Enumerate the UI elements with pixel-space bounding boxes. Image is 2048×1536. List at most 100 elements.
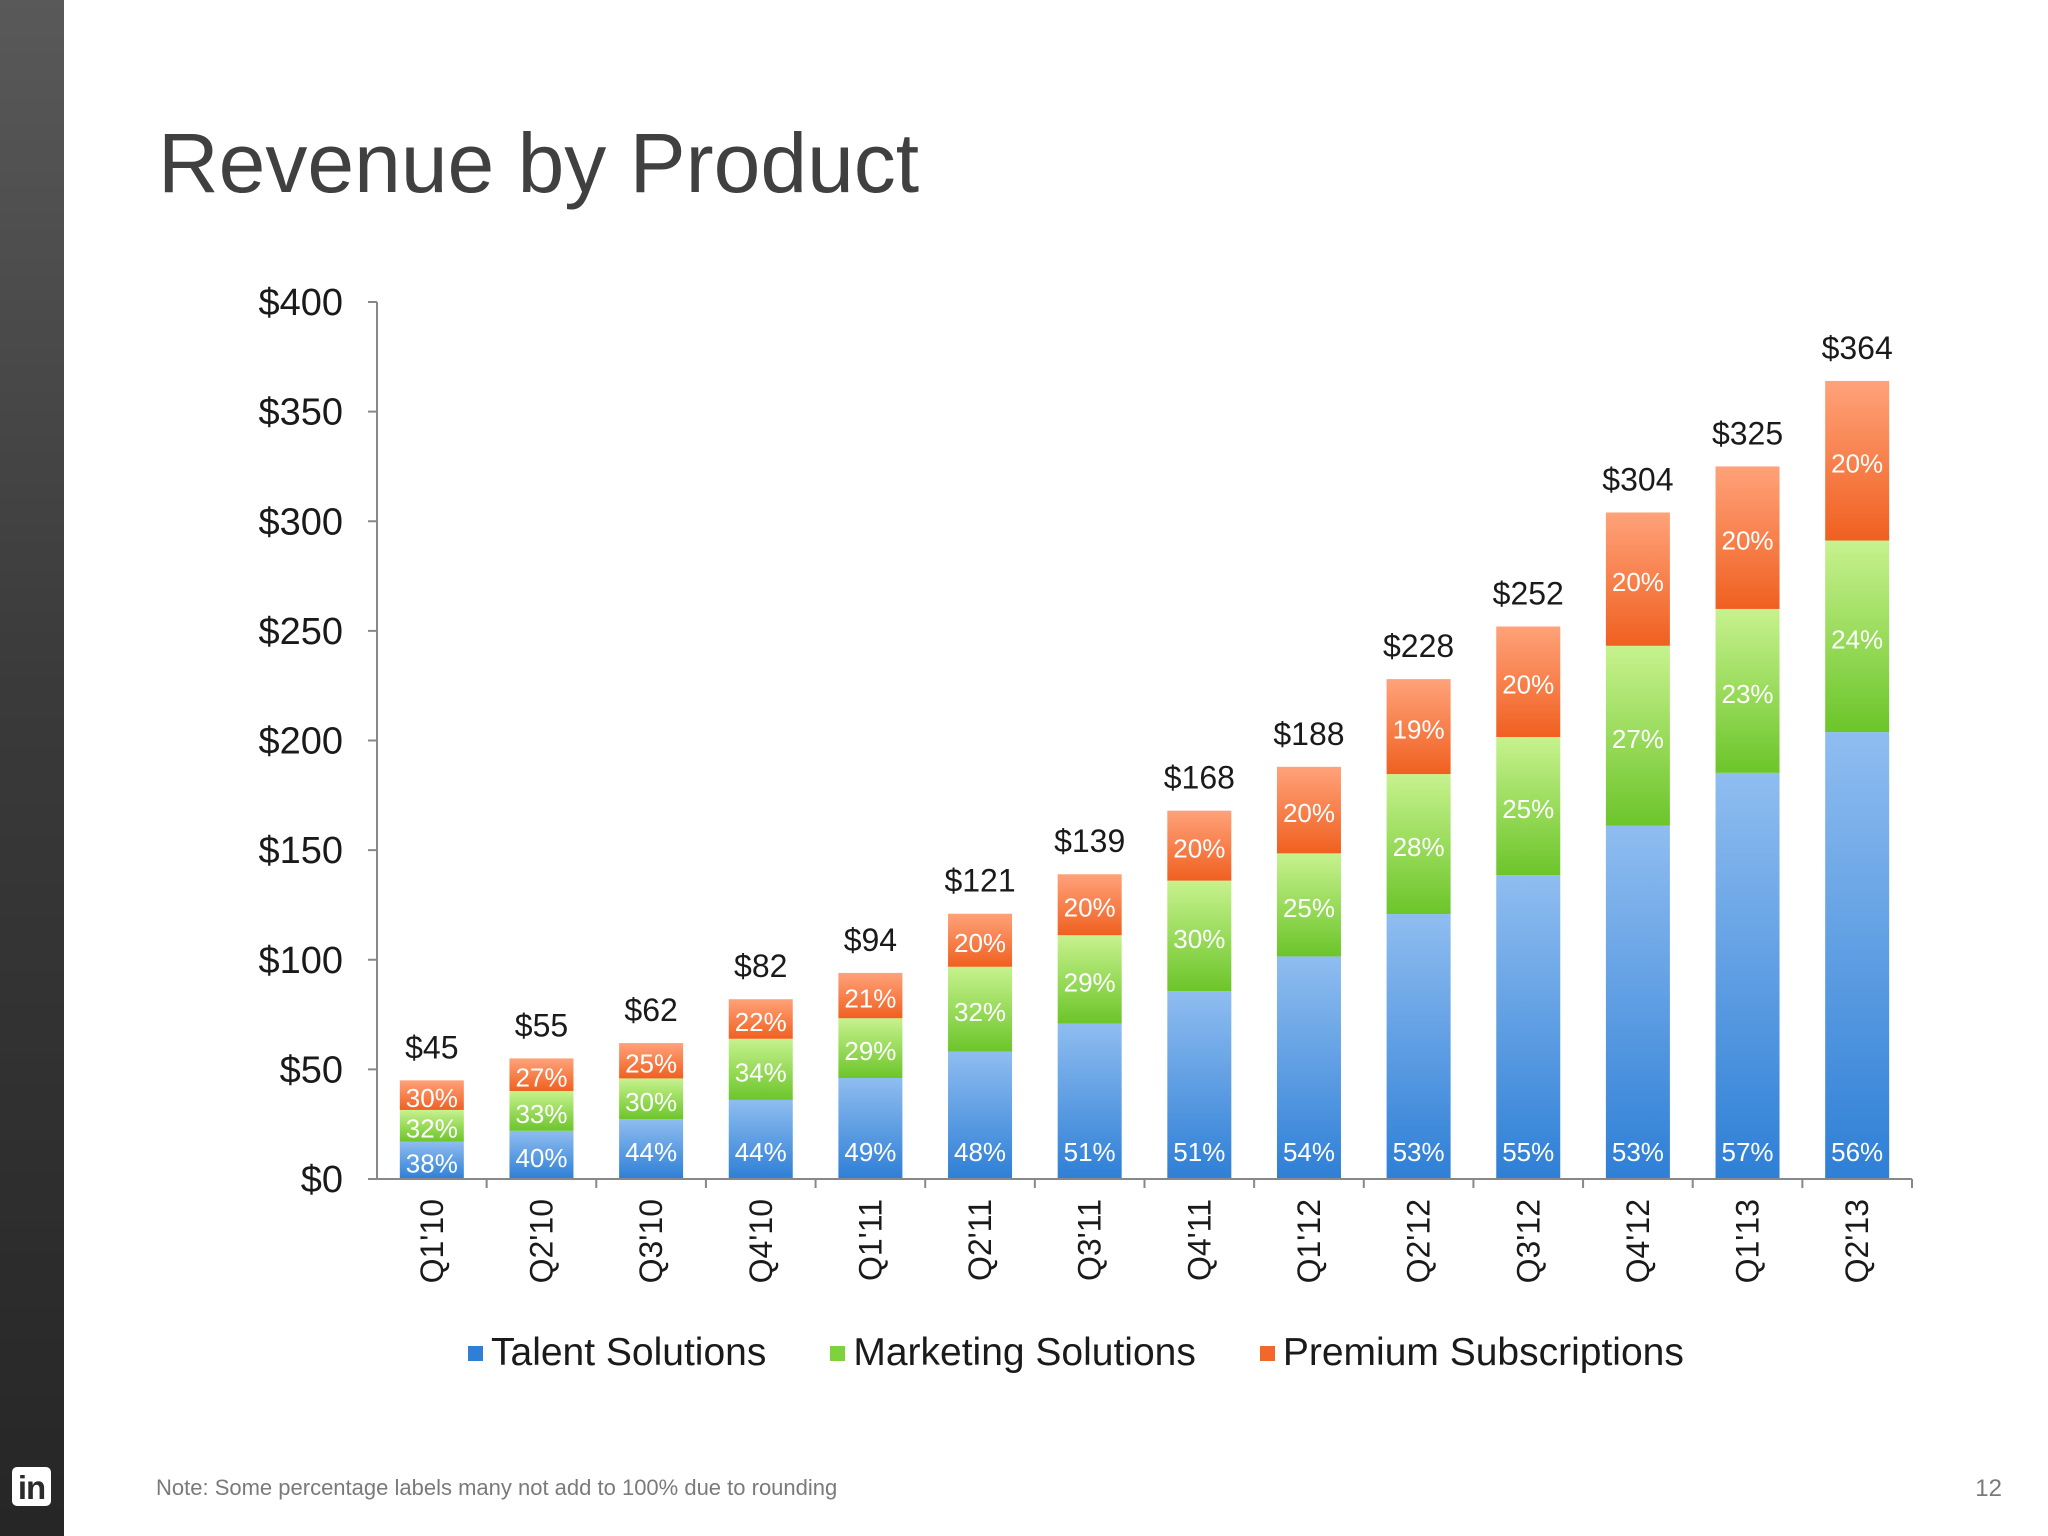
bar-segment-talent-solutions-q3-10 (619, 1119, 684, 1179)
footnote: Note: Some percentage labels many not ad… (156, 1475, 838, 1500)
legend-item-marketing-solutions: Marketing Solutions (830, 1331, 1196, 1375)
bar-segment-premium-subscriptions-q2-13 (1825, 380, 1890, 541)
percent-label-marketing-solutions-q4-10: 34% (735, 1057, 787, 1087)
percent-label-marketing-solutions-q3-11: 29% (1064, 967, 1116, 997)
total-label-q4-11: $168 (1164, 760, 1235, 796)
percent-label-premium-subscriptions-q2-10: 27% (515, 1063, 567, 1093)
bar-segment-premium-subscriptions-q4-10 (728, 999, 793, 1039)
total-label-q2-12: $228 (1383, 628, 1454, 664)
bar-segment-marketing-solutions-q4-12 (1605, 645, 1670, 826)
bar-segment-talent-solutions-q4-10 (728, 1099, 793, 1179)
x-tick-label-q1-13: Q1'13 (1730, 1199, 1766, 1283)
bar-segment-premium-subscriptions-q1-10 (399, 1080, 464, 1110)
x-tick-label-q3-10: Q3'10 (633, 1199, 669, 1283)
bar-segment-premium-subscriptions-q3-12 (1496, 626, 1561, 737)
percent-label-premium-subscriptions-q3-12: 20% (1502, 670, 1554, 700)
bar-segment-marketing-solutions-q3-12 (1496, 736, 1561, 876)
slide-title: Revenue by Product (158, 116, 920, 210)
percent-label-premium-subscriptions-q1-10: 30% (406, 1083, 458, 1113)
x-tick-label-q3-11: Q3'11 (1072, 1199, 1108, 1281)
percent-label-talent-solutions-q1-12: 54% (1283, 1137, 1335, 1167)
page-number: 12 (1975, 1475, 2002, 1502)
bar-segment-premium-subscriptions-q4-12 (1605, 512, 1670, 646)
legend-swatch-marketing (830, 1345, 846, 1361)
bar-segment-marketing-solutions-q1-12 (1276, 853, 1341, 957)
bar-segment-marketing-solutions-q2-10 (509, 1090, 574, 1131)
total-label-q1-13: $325 (1712, 415, 1783, 451)
bar-segment-premium-subscriptions-q1-13 (1715, 466, 1780, 609)
legend-label-talent: Talent Solutions (491, 1331, 767, 1374)
bar-segment-premium-subscriptions-q2-10 (509, 1058, 574, 1091)
bar-segment-talent-solutions-q4-11 (1167, 991, 1232, 1179)
percent-label-premium-subscriptions-q2-12: 19% (1393, 715, 1445, 745)
legend-item-talent-solutions: Talent Solutions (468, 1331, 766, 1375)
total-label-q2-10: $55 (515, 1007, 568, 1043)
legend-item-premium-subscriptions: Premium Subscriptions (1259, 1331, 1684, 1375)
percent-label-talent-solutions-q1-11: 49% (844, 1137, 896, 1167)
percent-label-talent-solutions-q2-12: 53% (1393, 1137, 1445, 1167)
percent-label-premium-subscriptions-q2-11: 20% (954, 928, 1006, 958)
bar-segment-talent-solutions-q2-12 (1386, 914, 1451, 1179)
bar-segment-marketing-solutions-q2-12 (1386, 774, 1451, 915)
percent-label-premium-subscriptions-q4-11: 20% (1173, 834, 1225, 864)
total-label-q3-10: $62 (624, 992, 677, 1028)
bar-segment-premium-subscriptions-q4-11 (1167, 810, 1232, 881)
chart-legend: Talent Solutions Marketing Solutions Pre… (468, 1325, 1684, 1381)
bar-segment-premium-subscriptions-q2-11 (948, 913, 1013, 967)
percent-label-marketing-solutions-q4-11: 30% (1173, 924, 1225, 954)
y-tick-label-350: $350 (258, 392, 343, 434)
bar-segment-premium-subscriptions-q3-10 (619, 1043, 684, 1079)
linkedin-logo-icon: in (12, 1467, 51, 1506)
y-tick-label-50: $50 (280, 1049, 343, 1091)
y-tick-label-400: $400 (258, 282, 343, 324)
x-tick-label-q3-12: Q3'12 (1510, 1199, 1546, 1283)
bar-segment-talent-solutions-q1-11 (838, 1078, 903, 1179)
bar-segment-premium-subscriptions-q3-11 (1057, 874, 1122, 936)
percent-label-premium-subscriptions-q4-12: 20% (1612, 567, 1664, 597)
sidebar-strip (0, 0, 64, 1536)
percent-label-marketing-solutions-q3-12: 25% (1502, 794, 1554, 824)
y-tick-label-300: $300 (258, 501, 343, 543)
total-label-q2-11: $121 (944, 863, 1015, 899)
bar-segment-marketing-solutions-q4-11 (1167, 880, 1232, 992)
bar-segment-marketing-solutions-q1-13 (1715, 608, 1780, 773)
percent-label-talent-solutions-q1-13: 57% (1722, 1137, 1774, 1167)
legend-swatch-premium (1259, 1345, 1275, 1361)
total-label-q4-10: $82 (734, 948, 787, 984)
legend-swatch-talent (468, 1345, 483, 1361)
percent-label-talent-solutions-q2-13: 56% (1831, 1137, 1883, 1167)
x-tick-label-q1-11: Q1'11 (852, 1199, 888, 1281)
total-label-q1-11: $94 (844, 922, 897, 958)
bar-segment-marketing-solutions-q2-11 (948, 966, 1013, 1052)
bar-segment-marketing-solutions-q1-10 (399, 1109, 464, 1142)
x-tick-label-q2-11: Q2'11 (962, 1199, 998, 1281)
total-label-q1-12: $188 (1273, 716, 1344, 752)
bar-segment-talent-solutions-q1-13 (1715, 772, 1780, 1179)
percent-label-talent-solutions-q4-11: 51% (1173, 1137, 1225, 1167)
percent-label-marketing-solutions-q2-11: 32% (954, 997, 1006, 1027)
y-tick-label-200: $200 (258, 721, 343, 763)
total-label-q3-11: $139 (1054, 823, 1125, 859)
bar-segment-marketing-solutions-q1-11 (838, 1018, 903, 1079)
percent-label-talent-solutions-q1-10: 38% (406, 1148, 458, 1178)
bar-segment-talent-solutions-q4-12 (1605, 825, 1670, 1179)
percent-label-marketing-solutions-q2-13: 24% (1831, 624, 1883, 654)
bar-segment-talent-solutions-q3-11 (1057, 1023, 1122, 1179)
percent-label-premium-subscriptions-q1-13: 20% (1722, 526, 1774, 556)
bar-segment-talent-solutions-q3-12 (1496, 875, 1561, 1179)
percent-label-premium-subscriptions-q2-13: 20% (1831, 449, 1883, 479)
percent-label-talent-solutions-q2-10: 40% (515, 1143, 567, 1173)
percent-label-marketing-solutions-q1-13: 23% (1722, 679, 1774, 709)
y-tick-label-100: $100 (258, 940, 343, 982)
percent-label-talent-solutions-q3-11: 51% (1064, 1137, 1116, 1167)
y-tick-label-0: $0 (301, 1159, 343, 1201)
bar-segment-marketing-solutions-q4-10 (728, 1038, 793, 1100)
x-tick-label-q4-12: Q4'12 (1620, 1199, 1656, 1283)
percent-label-marketing-solutions-q2-12: 28% (1393, 832, 1445, 862)
bar-segment-premium-subscriptions-q2-12 (1386, 679, 1451, 775)
bar-segment-talent-solutions-q2-10 (509, 1130, 574, 1179)
percent-label-talent-solutions-q4-10: 44% (735, 1137, 787, 1167)
bar-segment-marketing-solutions-q2-13 (1825, 540, 1890, 733)
percent-label-marketing-solutions-q1-12: 25% (1283, 893, 1335, 923)
